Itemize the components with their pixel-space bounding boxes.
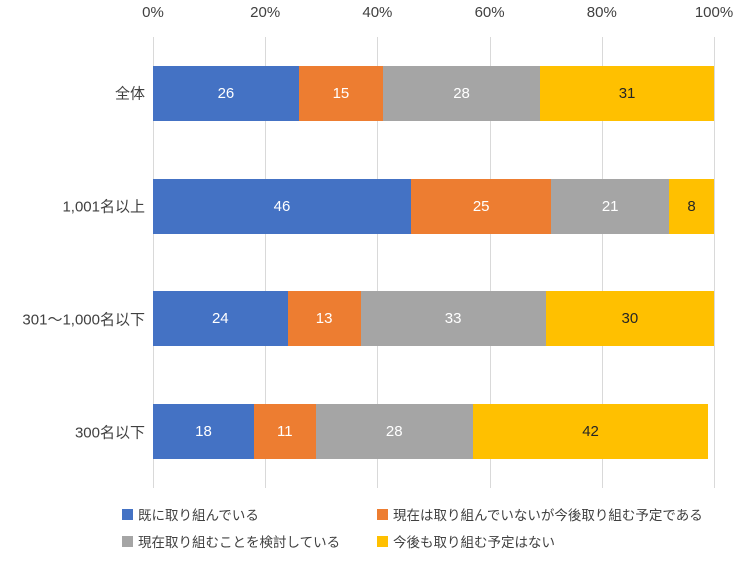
bar-value-label: 21	[601, 197, 619, 215]
bar-value-label: 46	[273, 197, 291, 215]
bar-segment: 31	[540, 65, 714, 121]
bar-segment: 46	[153, 178, 412, 234]
bar-segment: 24	[153, 291, 288, 347]
axis-tick-label: 0%	[142, 4, 164, 21]
bar-segment: 30	[545, 291, 714, 347]
bar-value-label: 28	[385, 423, 403, 441]
axis-tick-label: 40%	[362, 4, 393, 21]
bar-value-label: 11	[277, 423, 293, 441]
bar-value-label: 28	[453, 84, 470, 102]
gridline	[601, 37, 603, 488]
bar-value-label: 13	[315, 310, 333, 328]
bar-segment: 18	[153, 404, 254, 460]
axis-tick-label: 60%	[474, 4, 505, 21]
legend-item: 既に取り組んでいる	[122, 506, 377, 523]
category-label: 1,001名以上	[62, 198, 145, 216]
axis-tick-label: 80%	[586, 4, 617, 21]
bar-segment: 13	[287, 291, 361, 347]
gridline	[489, 37, 491, 488]
legend-swatch	[377, 535, 388, 547]
legend-item: 今後も取り組む予定はない	[377, 533, 732, 550]
gridline	[265, 37, 267, 488]
legend-item: 現在は取り組んでいないが今後取り組む予定である	[377, 506, 732, 523]
bar-segment: 28	[315, 404, 473, 460]
bar-value-label: 33	[444, 310, 462, 328]
bar-segment: 25	[411, 178, 552, 234]
category-label: 300名以下	[74, 424, 145, 442]
bar-segment: 33	[360, 291, 546, 347]
legend-label: 現在は取り組んでいないが今後取り組む予定である	[393, 508, 703, 523]
category-label: 301〜1,000名以下	[22, 311, 145, 329]
legend-swatch	[122, 535, 133, 547]
legend-label: 現在取り組むことを検討している	[138, 535, 341, 550]
bar-segment: 11	[253, 404, 316, 460]
bar-segment: 21	[551, 178, 670, 234]
axis-tick-label: 20%	[250, 4, 281, 21]
legend-item: 現在取り組むことを検討している	[122, 533, 377, 550]
bar-value-label: 31	[618, 84, 636, 102]
bar-value-label: 30	[621, 310, 639, 328]
bar-value-label: 42	[582, 423, 599, 441]
bar-segment: 8	[669, 178, 714, 234]
legend-label: 既に取り組んでいる	[138, 508, 259, 523]
bar-segment: 42	[472, 404, 709, 460]
legend-swatch	[122, 508, 133, 520]
bar-value-label: 25	[472, 197, 490, 215]
category-label: 全体	[114, 85, 145, 103]
bar-value-label: 8	[687, 197, 696, 215]
chart-legend: 既に取り組んでいる 現在は取り組んでいないが今後取り組む予定である現在取り組むこと…	[122, 506, 732, 550]
bar-value-label: 24	[211, 310, 229, 328]
gridline	[377, 37, 379, 488]
bar-segment: 15	[298, 65, 383, 121]
bar-value-label: 15	[332, 84, 350, 102]
bar-value-label: 26	[217, 84, 235, 102]
bar-segment: 26	[153, 65, 299, 121]
gridline	[714, 37, 715, 488]
legend-label: 今後も取り組む予定はない	[393, 535, 555, 550]
gridline	[153, 37, 154, 488]
bar-value-label: 18	[195, 423, 212, 441]
bar-segment: 28	[383, 65, 541, 121]
legend-swatch	[377, 508, 388, 520]
axis-tick-label: 100%	[694, 4, 734, 21]
